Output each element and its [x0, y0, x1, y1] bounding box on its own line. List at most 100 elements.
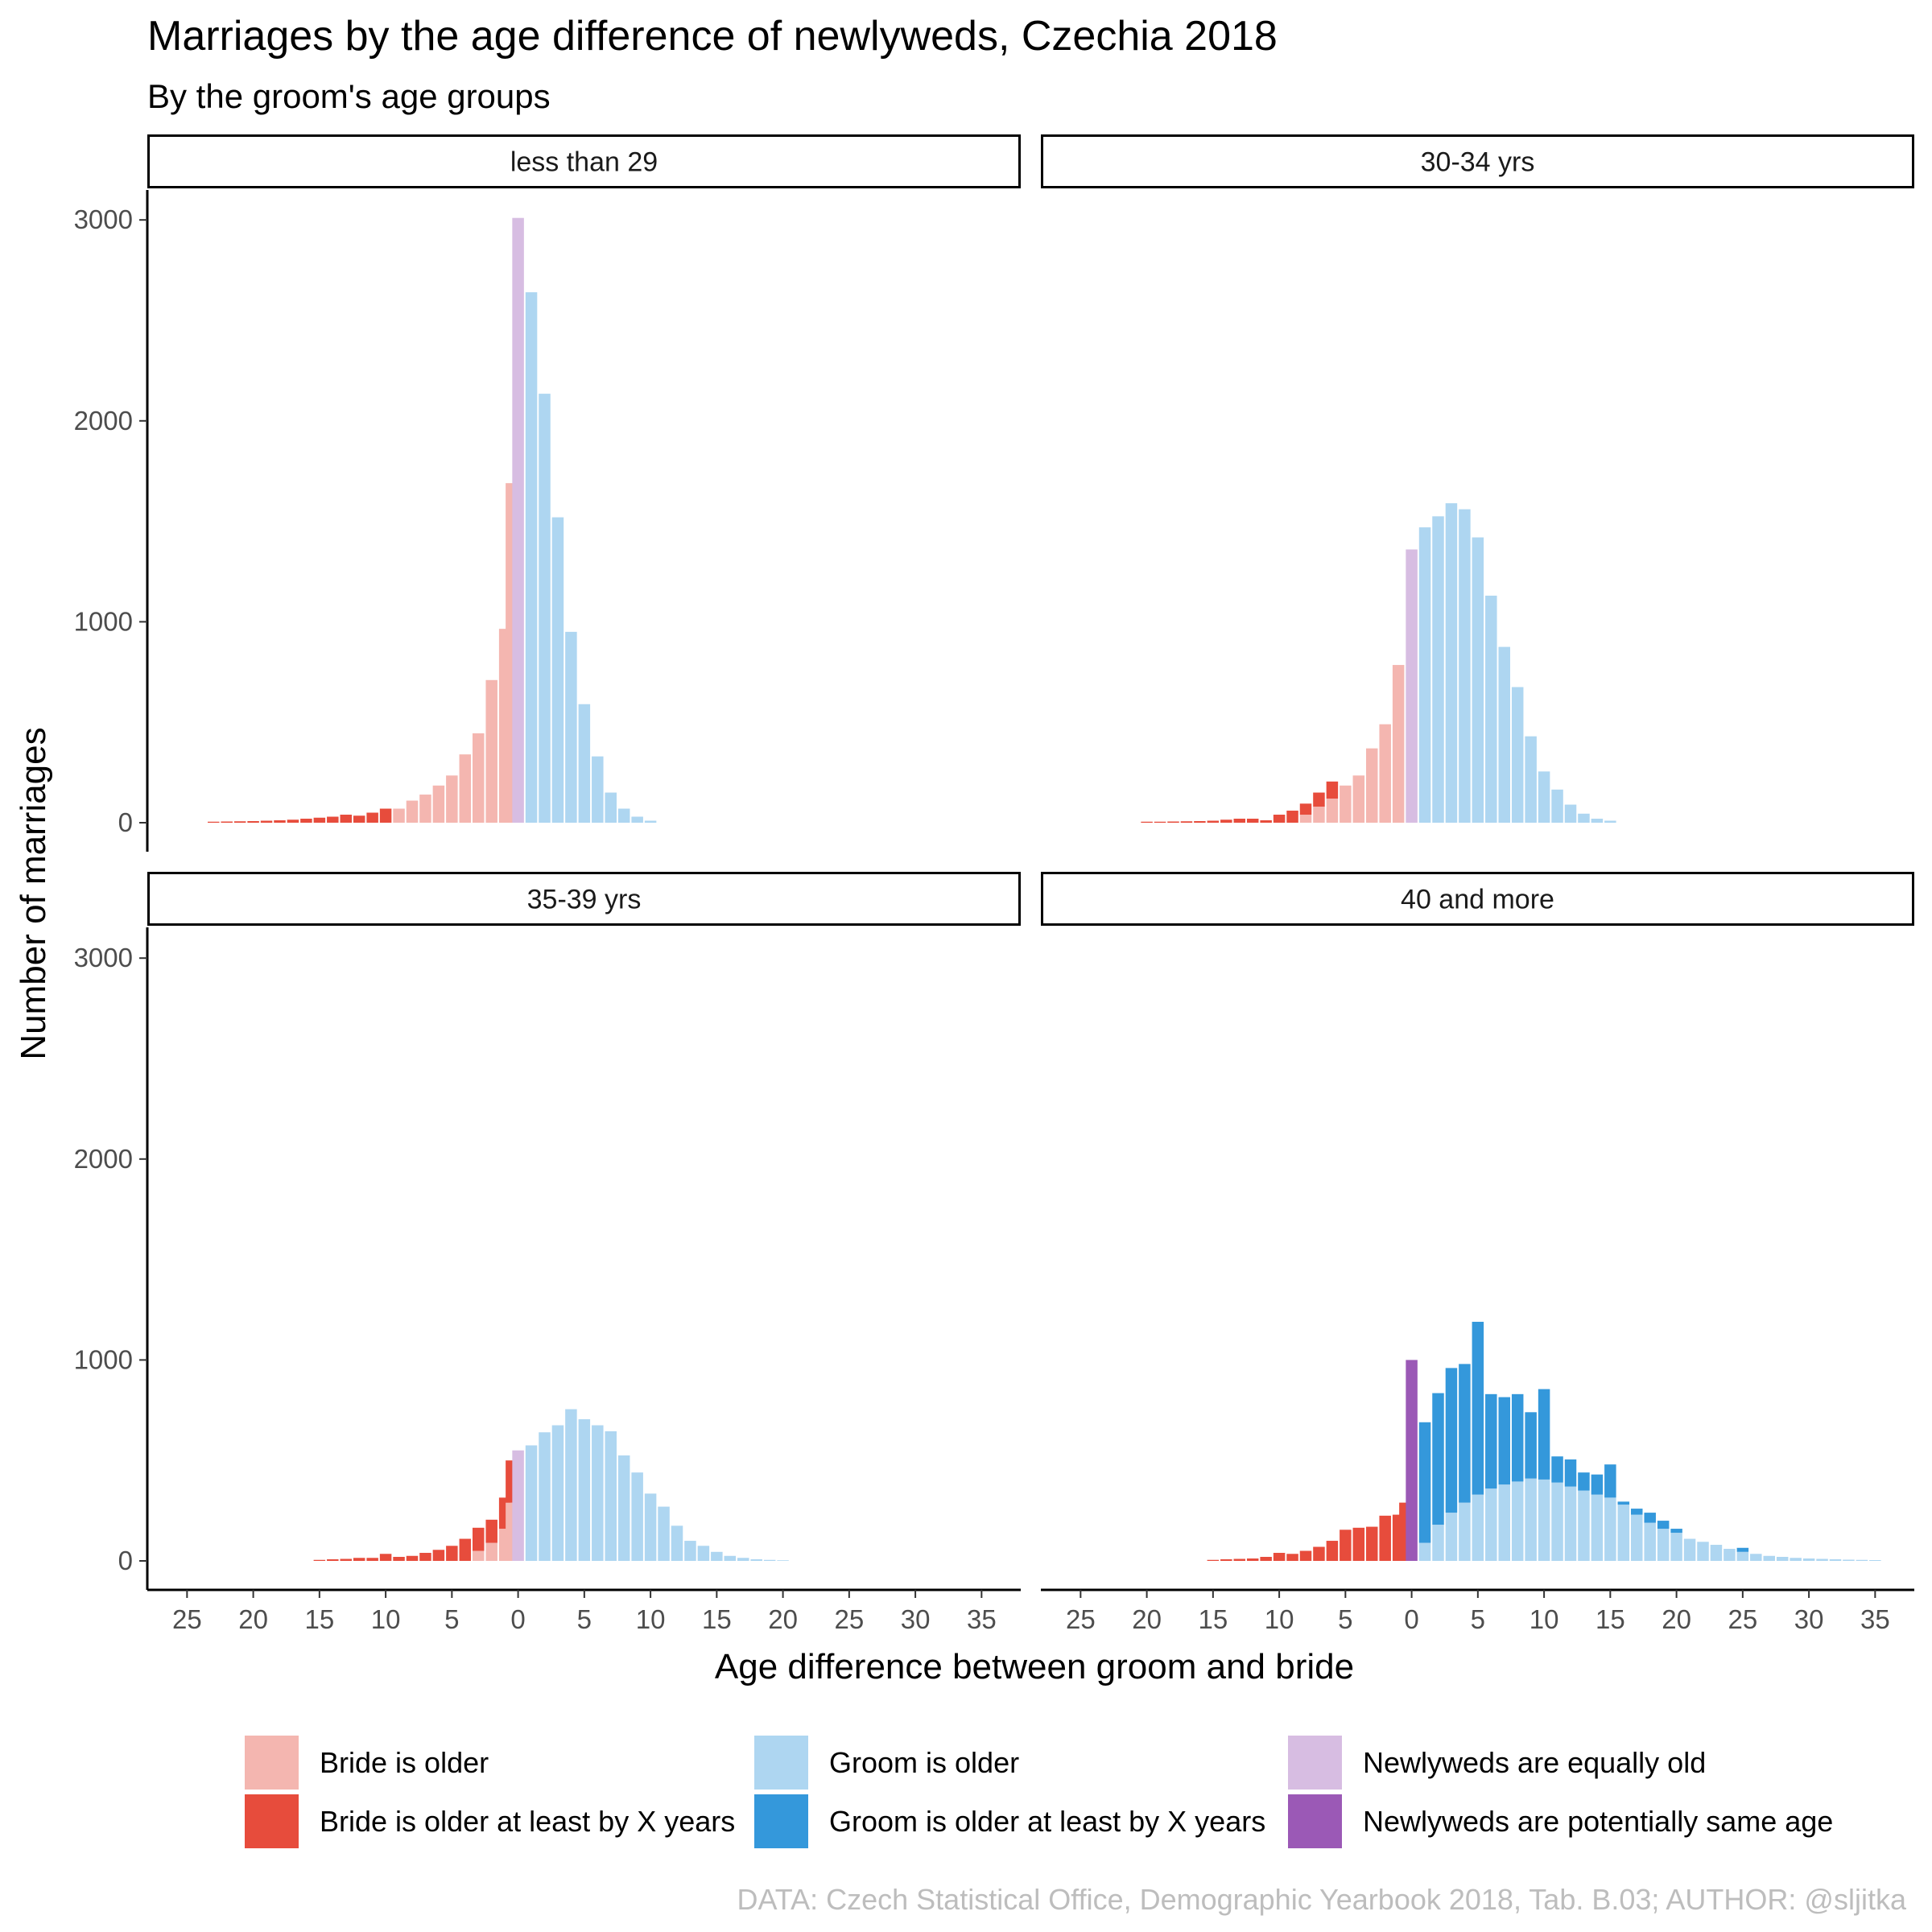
bar-segment-groom-older: [644, 1493, 657, 1561]
x-tick-label: 20: [1662, 1604, 1691, 1634]
bar-segment-bride-older-x: [1313, 792, 1325, 807]
bar-segment-groom-older: [724, 1555, 737, 1561]
bar-segment-groom-older: [1843, 1559, 1855, 1561]
bar-segment-groom-older-x: [1498, 1397, 1510, 1485]
bar-segment-groom-older: [711, 1551, 723, 1561]
bar-segment-groom-older: [1670, 1533, 1682, 1561]
legend-label: Bride is older at least by X years: [320, 1805, 735, 1838]
bar-segment-groom-older: [1485, 1488, 1497, 1561]
bar-segment-bride-older-x: [327, 816, 339, 823]
legend-label: Groom is older: [829, 1746, 1019, 1779]
bar-segment-bride-older: [1313, 807, 1325, 823]
bar-segment-bride-older-x: [233, 821, 246, 823]
bar-segment-groom-older: [578, 1419, 591, 1561]
bar-segment-bride-older-x: [353, 815, 365, 823]
bar-segment-bride-older-x: [1207, 1559, 1220, 1561]
legend-item: Groom is older: [754, 1736, 1019, 1790]
bar-segment-bride-older-x: [1141, 821, 1153, 823]
legend-item: Newlyweds are equally old: [1288, 1736, 1706, 1790]
bar-segment-bride-older-x: [1313, 1546, 1325, 1561]
legend-item: Newlyweds are potentially same age: [1288, 1794, 1833, 1848]
bar-segment-groom-older: [539, 1432, 551, 1561]
bar-segment-groom-older: [1459, 1502, 1471, 1561]
bar-segment-groom-older: [617, 808, 630, 823]
bar-segment-groom-older: [697, 1546, 710, 1561]
bar-segment-groom-older: [525, 1445, 538, 1561]
bar-segment-bride-older: [473, 1550, 485, 1561]
bar-segment-groom-older: [737, 1558, 749, 1561]
bar-segment-groom-older: [592, 1425, 604, 1561]
bar-segment-bride-older: [459, 754, 472, 823]
bar-segment-groom-older: [1631, 1514, 1643, 1561]
legend-label: Newlyweds are equally old: [1363, 1746, 1706, 1779]
bar-segment-bride-older-x: [1246, 1558, 1259, 1561]
bar-segment-bride-older-x: [1180, 821, 1193, 823]
x-tick-label: 20: [768, 1604, 798, 1634]
bar-segment-groom-older-x: [1617, 1501, 1630, 1505]
bar-segment-bride-older-x: [1273, 815, 1286, 823]
legend-swatch: [1288, 1736, 1342, 1790]
legend-label: Groom is older at least by X years: [829, 1805, 1265, 1838]
bar-segment-bride-older-x: [1167, 821, 1179, 823]
facet-panel: 35-39 yrs 0 1000 2000 3000 25 20 15 10 5 0 5 10 15 20 2…: [74, 872, 1021, 1634]
bar-segment-bride-older-x: [419, 1553, 431, 1561]
bar-segment-bride-older-x: [432, 1550, 445, 1561]
bar-segment-groom-older: [1418, 527, 1431, 823]
bar-segment-groom-older: [1856, 1559, 1868, 1561]
bar-segment-groom-older: [551, 517, 564, 823]
bar-segment-groom-older: [1617, 1505, 1630, 1561]
bar-segment-bride-older: [419, 795, 431, 823]
bar-segment-bride-older: [1392, 665, 1405, 823]
bar-segment-groom-older-x: [1459, 1364, 1471, 1503]
bar-segment-groom-older: [592, 756, 604, 823]
bar-segment-bride-older-x: [1352, 1527, 1365, 1561]
bar-segment-bride-older-x: [327, 1559, 339, 1561]
bar-segment-bride-older-x: [366, 812, 378, 823]
y-tick-label: 3000: [74, 204, 133, 234]
bar-segment-groom-older-x: [1525, 1412, 1537, 1479]
bar-segment-groom-older: [1697, 1542, 1709, 1561]
y-tick-label: 0: [118, 807, 133, 837]
bar-segment-groom-older: [658, 1506, 670, 1561]
bar-segment-bride-older-x: [393, 1557, 405, 1561]
bar-segment-groom-older: [1683, 1538, 1696, 1561]
bar-segment-groom-older-x: [1485, 1393, 1497, 1489]
bar-segment-bride-older: [393, 808, 405, 823]
x-tick-label: 25: [834, 1604, 864, 1634]
y-tick-label: 1000: [74, 606, 133, 636]
bar-segment-groom-older: [1525, 736, 1537, 823]
bar-segment-bride-older-x: [1340, 1530, 1352, 1561]
bar-segment-groom-older-x: [1631, 1509, 1643, 1515]
bar-segment-groom-older: [1551, 789, 1563, 823]
bar-segment-potentially-same: [1406, 1360, 1418, 1561]
bar-segment-groom-older: [1459, 509, 1471, 823]
x-axis-title: Age difference between groom and bride: [715, 1647, 1354, 1686]
bar-segment-groom-older: [605, 792, 617, 823]
x-tick-label: 15: [1596, 1604, 1625, 1634]
bar-segment-bride-older-x: [221, 821, 233, 823]
bar-segment-bride-older: [485, 679, 497, 823]
legend-item: Bride is older: [245, 1736, 489, 1790]
x-tick-label: 5: [1338, 1604, 1352, 1634]
bar-segment-groom-older: [1538, 1479, 1550, 1561]
bar-segment-bride-older-x: [1154, 821, 1166, 823]
x-tick-label: 10: [371, 1604, 401, 1634]
bar-segment-groom-older: [1564, 1486, 1577, 1561]
bar-segment-groom-older: [1816, 1558, 1828, 1561]
x-tick-label: 35: [1860, 1604, 1890, 1634]
bar-segment-groom-older: [1472, 1494, 1484, 1561]
bar-segment-bride-older-x: [1299, 803, 1312, 815]
bar-segment-bride-older: [473, 733, 485, 823]
x-tick-label: 25: [172, 1604, 202, 1634]
facet-strip-label: 30-34 yrs: [1421, 147, 1535, 178]
bar-segment-bride-older-x: [1286, 1554, 1298, 1561]
bar-segment-bride-older-x: [1273, 1553, 1286, 1561]
bar-segment-groom-older: [1750, 1554, 1762, 1561]
x-tick-label: 0: [1404, 1604, 1418, 1634]
bar-segment-equal: [512, 217, 524, 824]
bar-segment-groom-older: [684, 1541, 696, 1561]
bar-segment-bride-older: [1379, 724, 1391, 823]
bar-segment-bride-older: [1366, 748, 1378, 823]
bar-segment-bride-older-x: [366, 1558, 378, 1561]
